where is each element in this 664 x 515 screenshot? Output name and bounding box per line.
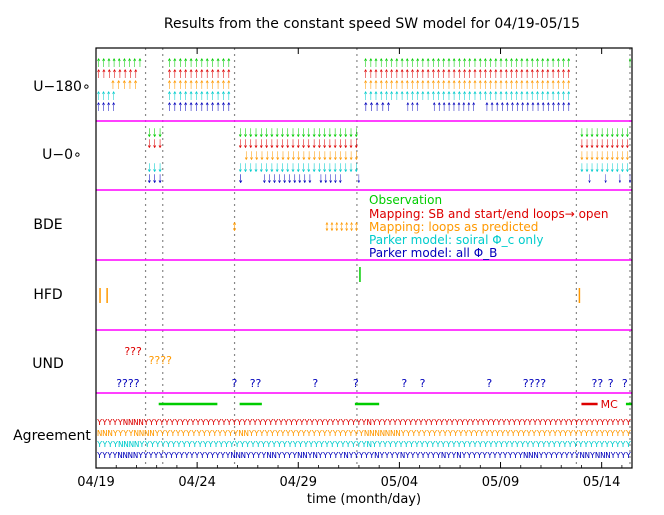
u0-observation-2: ↓↓↓↓↓↓↓↓↓↓: [579, 126, 630, 140]
legend: Observation Mapping: SB and start/end lo…: [369, 193, 609, 260]
u0-observation-1: ↓↓↓↓↓↓↓↓↓↓↓↓↓↓↓↓↓↓↓↓↓↓↓: [238, 126, 359, 140]
und-mark-1: ????: [149, 354, 173, 367]
u180-parker_all-4: ↑↑↑↑↑↑↑↑↑: [432, 100, 476, 114]
und-mark-5: ?: [312, 377, 318, 390]
u180-parker_spiral-1: ↑↑↑↑↑↑↑↑↑↑↑↑: [167, 89, 232, 103]
und-mark-9: ?: [486, 377, 492, 390]
u0-mapping_sb-1: ↓↓↓↓↓↓↓↓↓↓↓↓↓↓↓↓↓↓↓↓↓↓↓: [238, 137, 359, 151]
mc-label: MC: [601, 398, 618, 411]
und-mark-3: ?: [232, 377, 238, 390]
und-mark-13: ?: [622, 377, 628, 390]
u0-mapping_loops-1: ↓↓↓↓↓↓↓↓↓↓: [579, 149, 630, 163]
u180-parker_all-3: ↑↑↑: [405, 100, 419, 114]
und-mark-8: ?: [420, 377, 426, 390]
row-label-agreement: Agreement: [13, 428, 91, 444]
u180-mapping_sb-1: ↑↑↑↑↑↑↑↑↑↑↑↑: [167, 67, 232, 81]
u180-mapping_loops-2: ↑↑↑↑↑↑↑↑↑↑↑↑↑↑↑↑↑↑↑↑↑↑↑↑↑↑↑↑↑↑↑↑↑↑↑↑↑↑↑↑: [363, 78, 571, 92]
u180-parker_all-1: ↑↑↑↑↑↑↑↑↑↑↑↑: [167, 100, 232, 114]
u0-parker_spiral-0: ↓↓↓: [147, 161, 163, 175]
u0-parker_all-8: ↓: [628, 172, 632, 186]
agreement-row-mapping_loops: NNNYYYYNNNNYYYYYYYYYYYYYYYYNNYYYYYYYYYYY…: [97, 429, 631, 438]
row-label-hfd: HFD: [33, 287, 62, 303]
plot-frame: [95, 47, 633, 469]
agreement-row-mapping_sb: YYYYYNNNNYYYYYYYYYYYYYYYYYYYYYYYYYYYYYYY…: [97, 418, 631, 427]
und-mark-10: ????: [523, 377, 547, 390]
u180-observation-1: ↑↑↑↑↑↑↑↑↑↑↑↑: [167, 56, 232, 70]
u180-observation-0: ↑↑↑↑↑↑↑↑↑: [96, 56, 143, 70]
u0-parker_all-1: ↓: [238, 172, 244, 186]
x-tick-label-4: 05/09: [482, 475, 519, 490]
u0-parker_all-2: ↓↓↓↓↓↓↓↓↓↓: [262, 172, 313, 186]
u0-mapping_sb-0: ↓↓↓: [147, 137, 163, 151]
chart-title: Results from the constant speed SW model…: [164, 16, 580, 32]
panel-separators: [96, 120, 632, 394]
legend-mapping-loops: Mapping: loops as predicted: [369, 220, 538, 234]
u180-mapping_sb-2: ↑↑↑↑↑↑↑↑↑↑↑↑↑↑↑↑↑↑↑↑↑↑↑↑↑↑↑↑↑↑↑↑↑↑↑↑↑↑↑↑: [363, 67, 571, 81]
und-mark-12: ?: [608, 377, 614, 390]
x-tick-label-3: 05/04: [381, 475, 418, 490]
x-tick-label-5: 05/14: [583, 475, 620, 490]
data-marks: ↑↑↑↑↑↑↑↑↑ ↑↑↑↑↑↑↑↑↑↑↑↑ ↑↑↑↑↑↑↑↑↑↑↑↑↑↑↑↑↑↑↑…: [96, 56, 632, 460]
u0-parker_all-4: ↓: [357, 172, 361, 186]
u180-parker_all-2: ↑↑↑↑↑: [363, 100, 391, 114]
legend-mapping-sb: Mapping: SB and start/end loops→ open: [369, 207, 609, 221]
agreement-row-parker_all: YYYYNNNNYYYYYYYYYYYYYYYYYYNNNYYYYNNYYYYN…: [97, 451, 631, 460]
u0-observation-0: ↓↓↓: [147, 126, 163, 140]
bde-mapping_loops-1: ↕↕↕↕↕↕↕: [325, 220, 359, 234]
u180-parker_all-5: ↑↑↑↑↑↑↑↑↑↑↑↑↑↑↑↑↑: [484, 100, 571, 114]
row-label-u180: U−180∘: [33, 79, 90, 95]
row-label-u0: U−0∘: [42, 147, 82, 163]
und-mark-4: ??: [250, 377, 262, 390]
u180-observation-2: ↑↑↑↑↑↑↑↑↑↑↑↑↑↑↑↑↑↑↑↑↑↑↑↑↑↑↑↑↑↑↑↑↑↑↑↑↑↑↑↑: [363, 56, 571, 70]
bde-mapping_loops-0: ↕: [232, 220, 238, 234]
u180-observation-3: ↑: [628, 56, 632, 70]
und-mark-11: ??: [592, 377, 604, 390]
axes: 04/19 04/24 04/29 05/04 05/09 05/14: [77, 47, 633, 490]
u0-parker_all-0: ↓↓↓: [147, 172, 163, 186]
legend-parker-spiral: Parker model: soiral Φ_c only: [369, 233, 543, 247]
agreement-row-parker_spiral: YYYYNNNNYYYYYYYYYYYYYYYYYYYYYYYYYYYYYYYY…: [97, 440, 631, 449]
u0-mapping_sb-2: ↓↓↓↓↓↓↓↓↓↓: [579, 137, 630, 151]
und-mark-6: ?: [353, 377, 359, 390]
u180-mapping_loops-1: ↑↑↑↑↑↑↑↑↑↑↑↑: [167, 78, 232, 92]
dashed-gridlines: [144, 48, 631, 468]
u0-parker_all-5: ↓: [588, 172, 592, 186]
u0-parker_all-3: ↓↓↓↓↓: [318, 172, 342, 186]
u180-mapping_loops-0: ↑↑↑↑↑: [110, 78, 138, 92]
row-label-bde: BDE: [33, 217, 62, 233]
x-tick-label-1: 04/24: [178, 475, 215, 490]
u180-parker_all-0: ↑↑↑↑: [96, 100, 116, 114]
legend-observation: Observation: [369, 193, 442, 207]
row-label-und: UND: [32, 356, 64, 372]
x-tick-label-2: 04/29: [280, 475, 317, 490]
und-mark-7: ?: [401, 377, 407, 390]
u180-parker_spiral-0: ↑↑↑↑: [96, 89, 116, 103]
x-axis-label: time (month/day): [307, 492, 421, 507]
u0-parker_spiral-2: ↓↓↓↓↓↓↓↓↓↓: [579, 161, 630, 175]
und-mark-0: ???: [124, 345, 142, 358]
u0-parker_all-7: ↓: [618, 172, 622, 186]
und-mark-2: ????: [116, 377, 140, 390]
u0-parker_spiral-1: ↓↓↓↓↓↓↓↓↓↓↓↓↓↓↓↓↓↓↓↓↓↓↓: [238, 161, 359, 175]
u0-mapping_loops-0: ↓↓↓↓↓↓↓↓↓↓↓↓↓↓↓↓↓↓↓↓↓↓: [244, 149, 359, 163]
u0-parker_all-6: ↓: [604, 172, 608, 186]
x-tick-label-0: 04/19: [77, 475, 114, 490]
legend-parker-all: Parker model: all Φ_B: [369, 246, 497, 260]
u180-parker_spiral-2: ↑↑↑↑↑↑↑↑↑↑↑↑↑↑↑↑↑↑↑↑↑↑↑↑↑↑↑↑↑↑↑↑↑↑↑↑↑↑↑↑: [363, 89, 571, 103]
u180-mapping_sb-0: ↑↑↑↑↑↑↑↑: [96, 67, 138, 81]
